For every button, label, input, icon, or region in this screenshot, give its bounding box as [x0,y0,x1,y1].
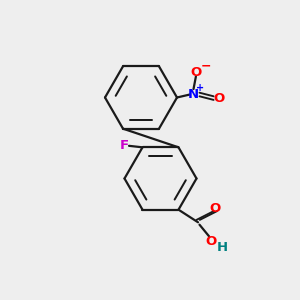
Text: O: O [213,92,225,105]
Text: H: H [216,241,228,254]
Text: O: O [190,65,202,79]
Text: N: N [188,88,199,101]
Text: F: F [120,139,129,152]
Text: −: − [200,59,211,73]
Text: +: + [196,83,204,93]
Text: O: O [205,235,216,248]
Text: O: O [210,202,221,215]
